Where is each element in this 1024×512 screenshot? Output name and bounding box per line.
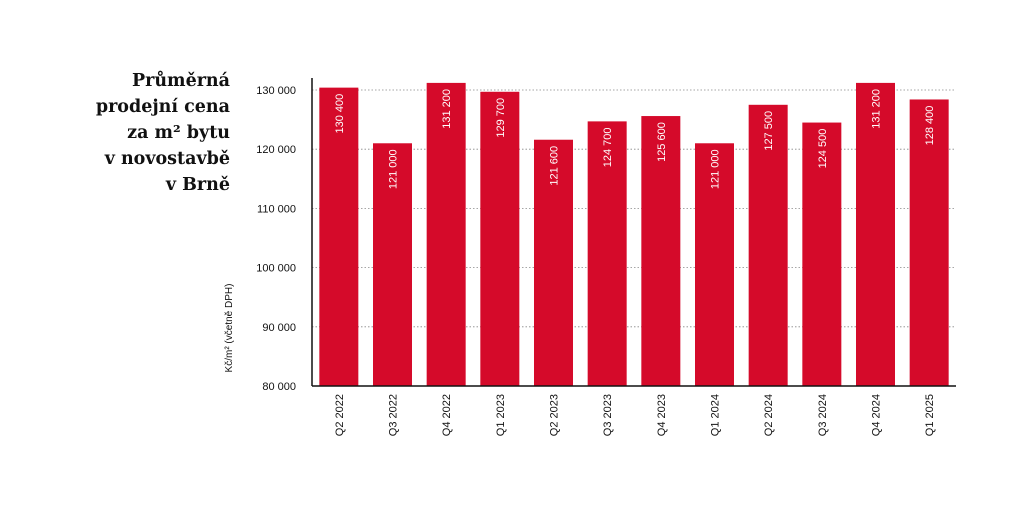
y-tick-label: 110 000 [257,203,296,215]
bar [641,116,681,386]
x-tick-label: Q3 2022 [388,394,400,436]
x-tick-label: Q1 2024 [710,394,722,436]
bar [802,122,842,386]
bar-value-label: 121 600 [549,146,561,186]
title-line: v novostavbě [104,149,230,169]
x-tick-label: Q2 2023 [549,394,561,436]
bar-value-label: 121 000 [388,149,400,189]
axes [311,78,956,387]
bars [319,82,949,387]
bar [909,99,949,387]
x-tick-label: Q4 2023 [656,394,668,436]
x-tick-label: Q3 2023 [602,394,614,436]
bar [856,82,895,387]
bar-value-label: 131 200 [441,89,453,129]
x-tick-label: Q3 2024 [817,394,829,436]
y-axis-label: Kč/m² (včetně DPH) [224,284,235,373]
x-tick-label: Q1 2025 [924,394,936,436]
bar-value-label: 124 500 [817,129,829,169]
bar-value-label: 131 200 [871,89,883,129]
bar-value-label: 128 400 [924,106,936,146]
bar-value-label: 125 600 [656,122,668,162]
bar [587,121,627,386]
x-tick-label: Q1 2023 [495,394,507,436]
bar [748,104,788,387]
x-tick-label: Q4 2024 [871,394,883,436]
y-tick-label: 130 000 [256,85,296,97]
y-tick-label: 80 000 [262,381,296,393]
bar [319,87,359,386]
bar-value-label: 129 700 [495,98,507,138]
y-tick-label: 100 000 [256,263,296,275]
bar [534,139,573,386]
x-tick-label: Q2 2024 [763,394,775,436]
labels: 80 000 90 000 100 000 110 000 120 000 130 000… [256,85,936,436]
bar [480,91,520,386]
gridlines [312,89,956,328]
y-tick-label: 90 000 [262,322,296,334]
title-line: Průměrná [131,71,230,91]
x-tick-label: Q4 2022 [441,394,453,436]
title-line: prodejní cena [95,97,230,117]
bar-value-label: 124 700 [602,127,614,167]
chart-title: Průměrná prodejní cena za m² bytu v novo… [60,68,230,198]
title-line: za m² bytu [127,123,230,143]
bar-value-label: 130 400 [334,94,346,134]
bar [426,82,466,387]
bar [373,143,412,386]
bar [695,143,734,386]
y-tick-label: 120 000 [256,144,296,156]
bar-value-label: 121 000 [710,149,722,189]
bar-value-label: 127 500 [763,111,775,151]
title-line: v Brně [165,175,230,195]
x-tick-label: Q2 2022 [334,394,346,436]
